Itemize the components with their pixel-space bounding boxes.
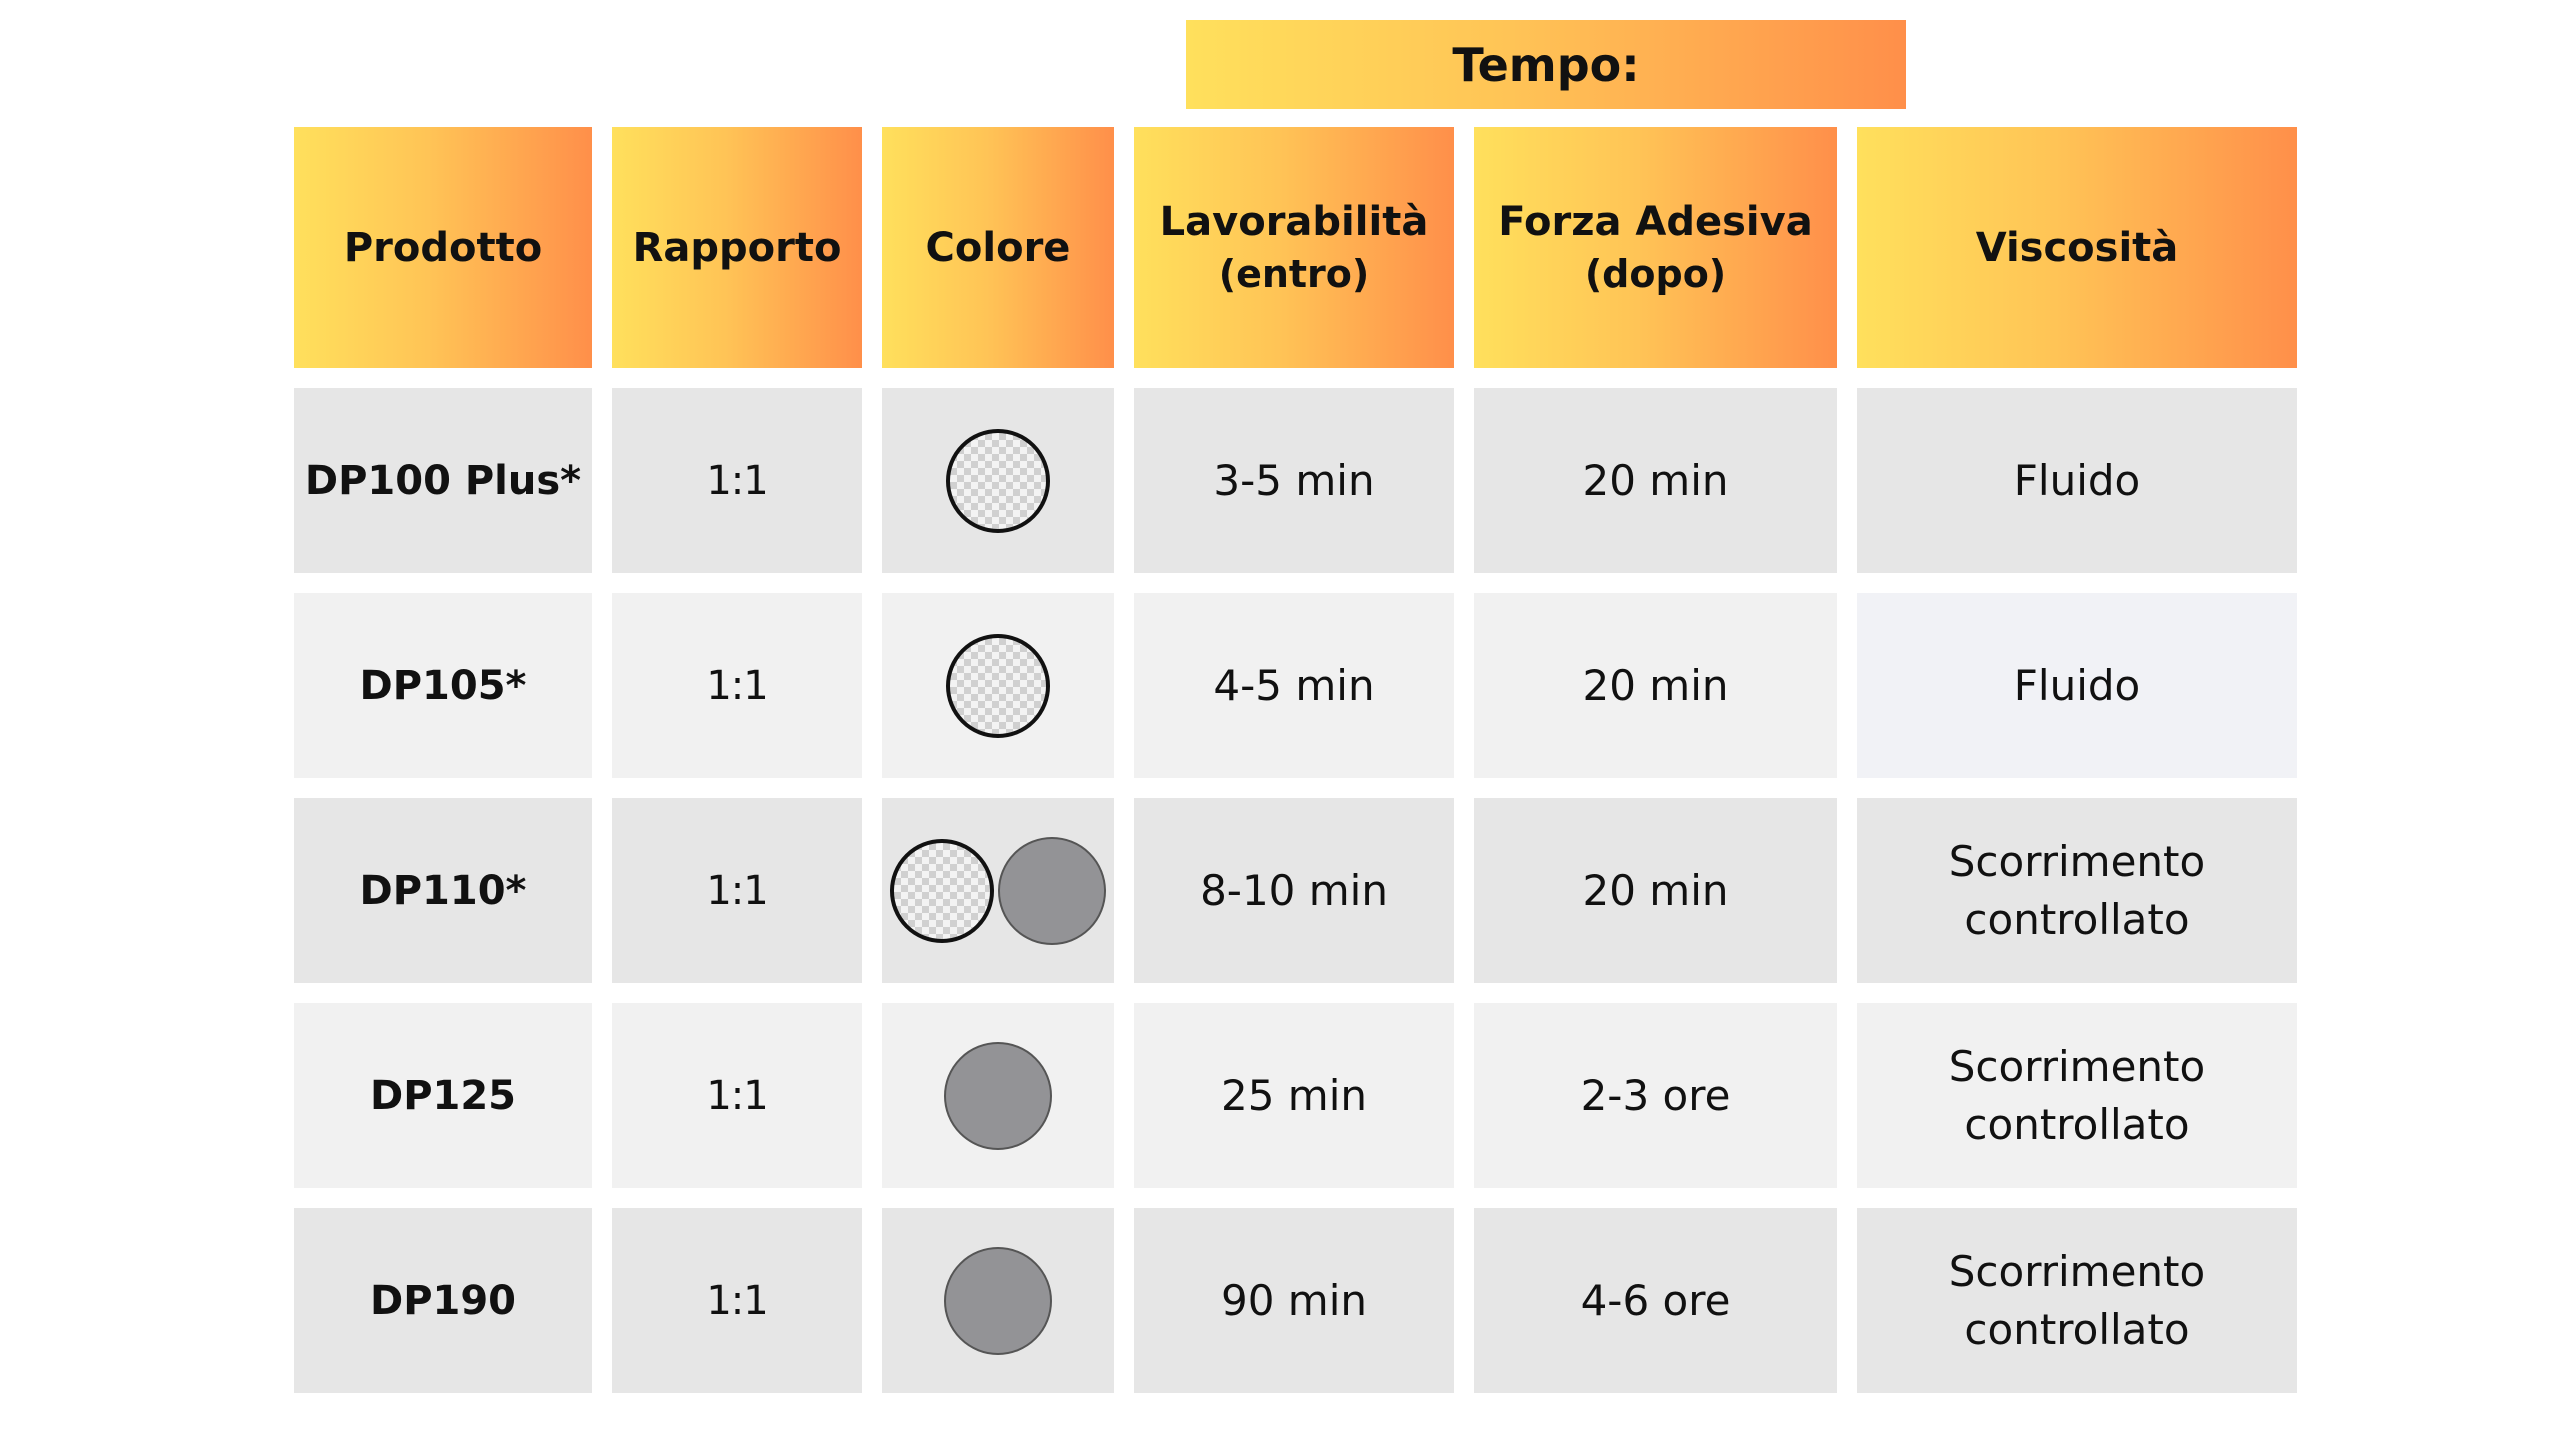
- cell-workability: 3-5 min: [1134, 388, 1454, 573]
- cell-ratio: 1:1: [612, 593, 862, 778]
- header-title: Colore: [925, 224, 1071, 271]
- cell-viscosity: Scorrimento controllato: [1857, 1003, 2297, 1188]
- cell-color: [882, 1208, 1114, 1393]
- cell-product: DP100 Plus*: [294, 388, 592, 573]
- cell-viscosity: Fluido: [1857, 388, 2297, 573]
- transparent-swatch-icon: [890, 838, 994, 943]
- cell-workability: 8-10 min: [1134, 798, 1454, 983]
- cell-color: [882, 388, 1114, 573]
- header-title: Forza Adesiva: [1498, 198, 1813, 245]
- cell-ratio: 1:1: [612, 388, 862, 573]
- cell-viscosity: Scorrimento controllato: [1857, 1208, 2297, 1393]
- header-title: Rapporto: [632, 224, 842, 271]
- grey-swatch-icon: [944, 1246, 1052, 1355]
- header-subtitle: (dopo): [1584, 251, 1727, 296]
- header-rapporto: Rapporto: [612, 127, 862, 368]
- cell-ratio: 1:1: [612, 798, 862, 983]
- cell-color: [882, 593, 1114, 778]
- cell-strength: 20 min: [1474, 388, 1837, 573]
- cell-viscosity: Fluido: [1857, 593, 2297, 778]
- product-table: Prodotto Rapporto Colore Lavorabilità (e…: [294, 127, 2297, 1393]
- cell-strength: 4-6 ore: [1474, 1208, 1837, 1393]
- cell-workability: 4-5 min: [1134, 593, 1454, 778]
- cell-strength: 20 min: [1474, 798, 1837, 983]
- header-forza-adesiva: Forza Adesiva (dopo): [1474, 127, 1837, 368]
- header-title: Prodotto: [343, 224, 543, 271]
- cell-product: DP110*: [294, 798, 592, 983]
- header-subtitle: (entro): [1218, 251, 1370, 296]
- transparent-swatch-icon: [946, 633, 1050, 738]
- cell-ratio: 1:1: [612, 1003, 862, 1188]
- group-header-tempo: Tempo:: [1186, 20, 1906, 109]
- cell-color: [882, 1003, 1114, 1188]
- cell-ratio: 1:1: [612, 1208, 862, 1393]
- header-prodotto: Prodotto: [294, 127, 592, 368]
- header-colore: Colore: [882, 127, 1114, 368]
- cell-workability: 90 min: [1134, 1208, 1454, 1393]
- grey-swatch-icon: [998, 836, 1106, 945]
- cell-product: DP125: [294, 1003, 592, 1188]
- cell-product: DP105*: [294, 593, 592, 778]
- cell-strength: 20 min: [1474, 593, 1837, 778]
- cell-workability: 25 min: [1134, 1003, 1454, 1188]
- cell-viscosity: Scorrimento controllato: [1857, 798, 2297, 983]
- cell-strength: 2-3 ore: [1474, 1003, 1837, 1188]
- header-title: Viscosità: [1975, 224, 2179, 271]
- transparent-swatch-icon: [946, 428, 1050, 533]
- header-title: Lavorabilità: [1159, 198, 1429, 245]
- header-viscosita: Viscosità: [1857, 127, 2297, 368]
- grey-swatch-icon: [944, 1041, 1052, 1150]
- cell-product: DP190: [294, 1208, 592, 1393]
- cell-color: [882, 798, 1114, 983]
- header-lavorabilita: Lavorabilità (entro): [1134, 127, 1454, 368]
